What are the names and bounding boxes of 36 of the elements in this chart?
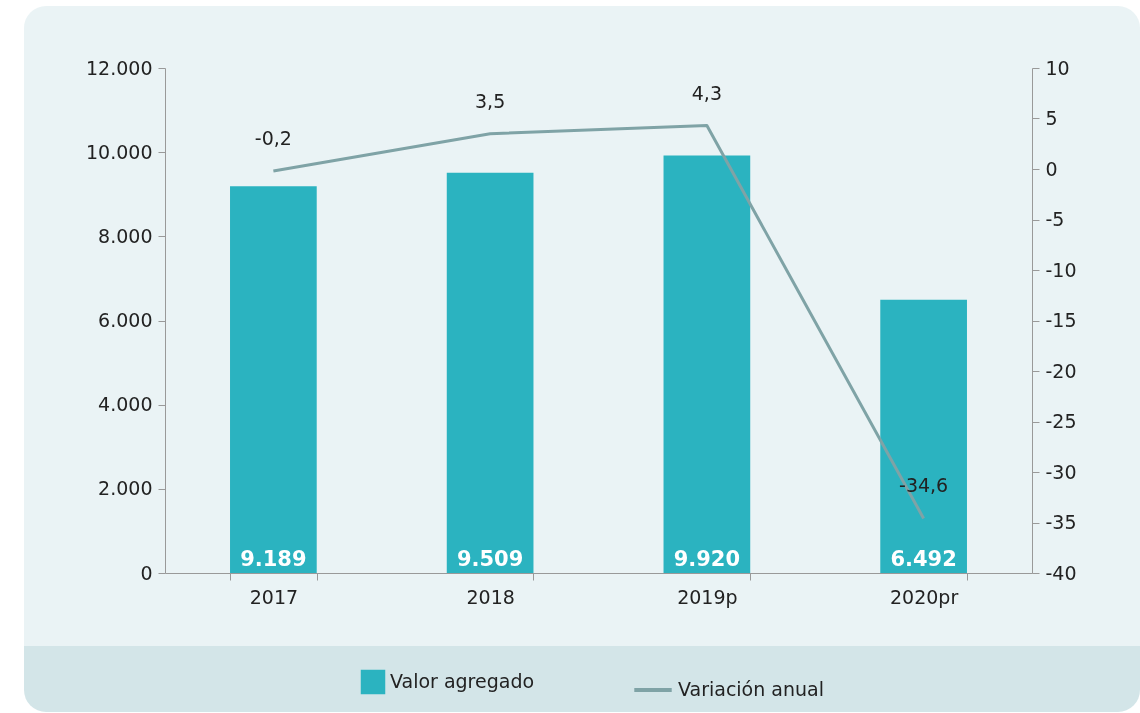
y2-tick-label: -30	[1045, 460, 1077, 483]
y2-tick-label: -25	[1045, 410, 1077, 432]
data-label: -0,2	[254, 127, 292, 150]
x-tick-label: 2020pr	[890, 585, 959, 608]
y-tick-label: 2.000	[98, 477, 153, 500]
y2-tick-label: 5	[1045, 107, 1058, 129]
legend-label: Valor agregado	[390, 670, 535, 692]
y-tick-label: 10.000	[86, 140, 153, 163]
bar	[230, 186, 317, 573]
y-tick-label: 4.000	[98, 393, 153, 416]
y2-tick-label: -40	[1045, 561, 1077, 584]
y2-tick-label: -20	[1045, 359, 1077, 382]
data-label: 3,5	[475, 89, 506, 112]
y2-tick-label: 10	[1045, 56, 1070, 79]
y-tick-label: 8.000	[98, 224, 153, 247]
y-tick-label: 12.000	[86, 56, 153, 79]
y2-tick-label: -10	[1045, 258, 1077, 281]
y2-tick-label: 0	[1045, 157, 1058, 180]
x-tick-label: 2018	[466, 585, 515, 608]
data-label: 9.920	[673, 547, 741, 571]
data-label: -34,6	[899, 474, 949, 497]
bar	[446, 172, 534, 573]
data-label: 9.189	[240, 547, 307, 571]
data-label: 4,3	[691, 81, 722, 104]
data-label: 6.492	[890, 547, 957, 571]
x-tick-label: 2017	[249, 585, 299, 608]
y2-tick-label: -5	[1045, 208, 1065, 230]
bar	[663, 155, 751, 573]
x-tick-label: 2019p	[677, 585, 738, 608]
data-label: 9.509	[456, 547, 524, 571]
bar	[880, 299, 967, 573]
y-tick-label: 0	[140, 561, 153, 584]
legend-label: Variación anual	[678, 678, 824, 700]
y2-tick-label: -15	[1045, 309, 1077, 331]
y2-tick-label: -35	[1045, 511, 1077, 533]
y-tick-label: 6.000	[98, 309, 153, 331]
